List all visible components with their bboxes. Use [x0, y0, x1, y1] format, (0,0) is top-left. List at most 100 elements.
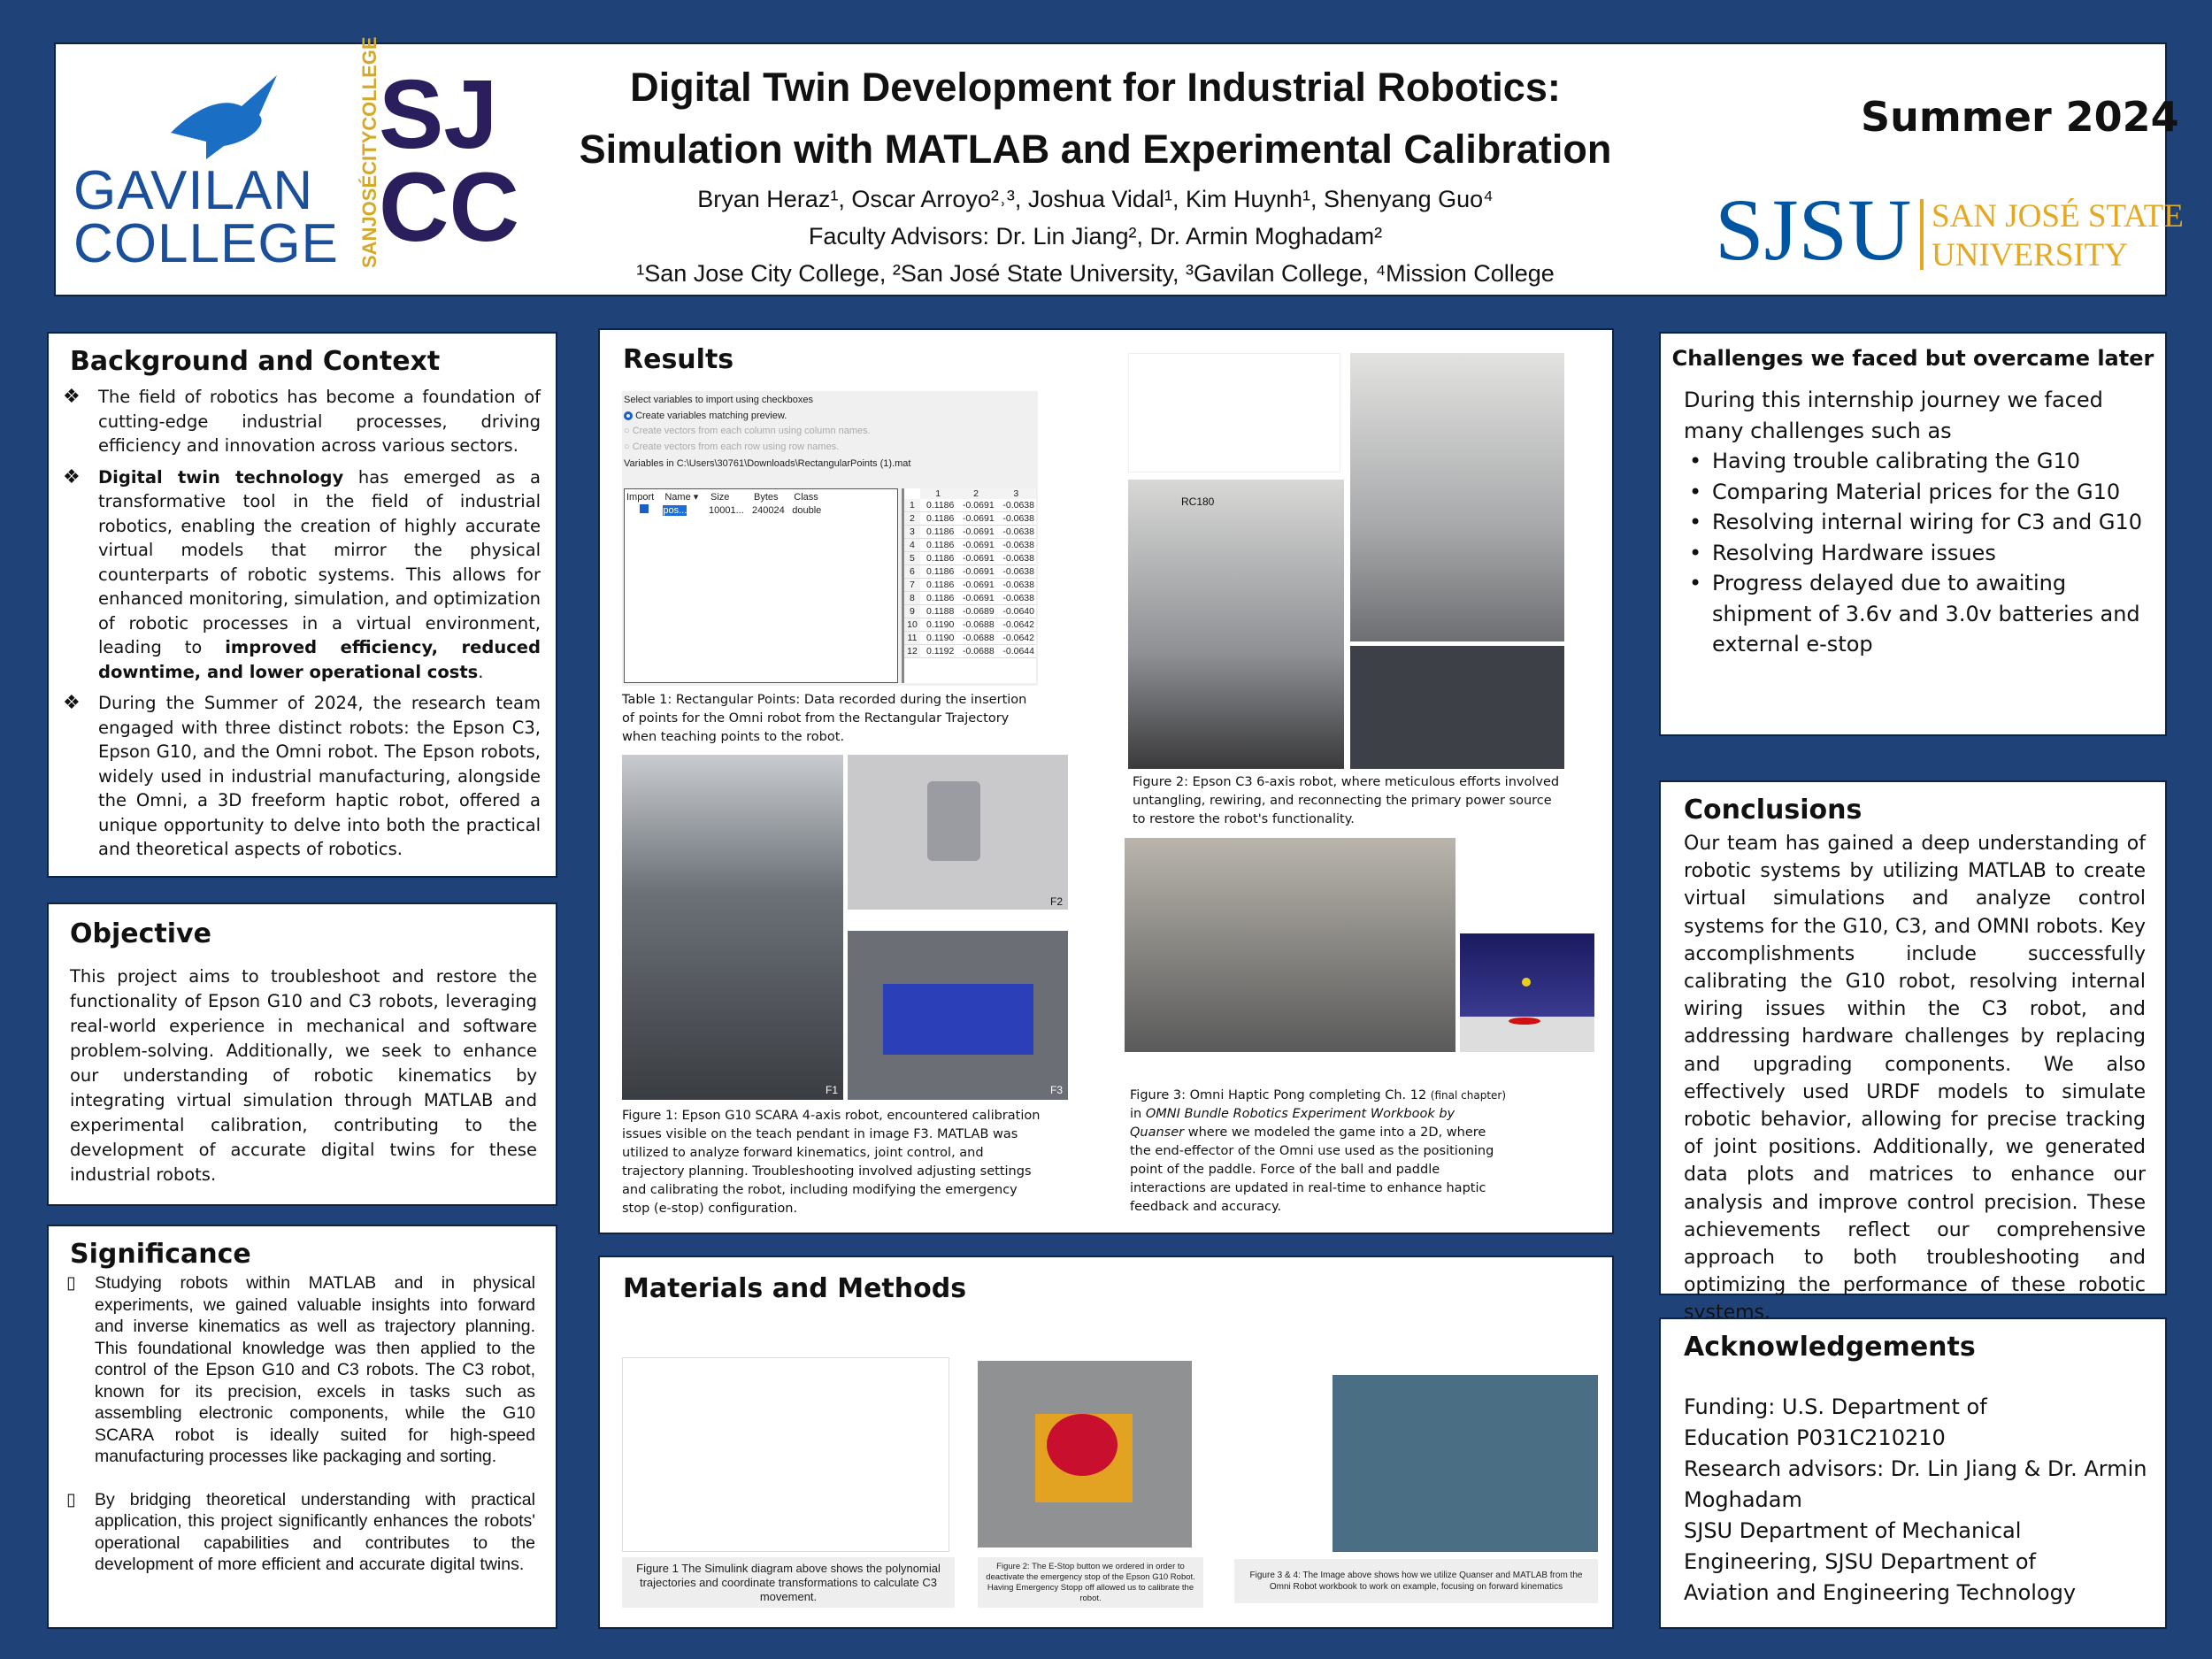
row-number: 10: [904, 618, 920, 632]
estop-photo: [978, 1361, 1192, 1548]
row-number: 12: [904, 644, 920, 658]
table-cell: -0.0638: [1002, 526, 1034, 537]
column-header[interactable]: Class: [794, 491, 818, 503]
table-cell: -0.0638: [1002, 566, 1034, 577]
row-number: 3: [904, 525, 920, 539]
challenge-item: Resolving Hardware issues: [1684, 538, 2153, 569]
rc180-controller-photo: RC180: [1128, 480, 1344, 769]
radio-option: ○ Create vectors from each row using row…: [624, 442, 840, 452]
wiring-photo: [1350, 646, 1564, 769]
significance-heading: Significance: [70, 1239, 251, 1270]
table-row: 5 0.1186 -0.0691 -0.0638: [904, 551, 1036, 565]
term-label: Summer 2024: [1861, 93, 2179, 141]
fig3-caption: Figure 3: Omni Haptic Pong completing Ch…: [1130, 1088, 1507, 1214]
objective-panel: Objective This project aims to troublesh…: [47, 902, 557, 1206]
table-cell: 0.1192: [926, 646, 955, 657]
grid-column-header: 2: [956, 488, 996, 499]
results-heading: Results: [623, 344, 734, 375]
row-number: 7: [904, 578, 920, 592]
conclusions-panel: Conclusions Our team has gained a deep u…: [1659, 780, 2167, 1324]
ack-line: Research advisors: Dr. Lin Jiang & Dr. A…: [1684, 1456, 2147, 1512]
background-point: Digital twin technology has emerged as a…: [63, 465, 541, 685]
bullet-icon: ▯: [66, 1273, 76, 1293]
radio-option: ○ Create vectors from each column using …: [624, 426, 871, 436]
table-cell: -0.0691: [963, 540, 995, 550]
header-banner: GAVILAN COLLEGE SANJOSÉCITYCOLLEGE SJ CC…: [54, 36, 2184, 296]
significance-panel: Significance ▯ Studying robots within MAT…: [47, 1225, 557, 1629]
table-cell: 0.1186: [926, 553, 955, 564]
fig2-caption: Figure 2: Epson C3 6-axis robot, where m…: [1133, 775, 1560, 826]
challenges-panel: Challenges we faced but overcame later D…: [1659, 332, 2167, 736]
table-cell: -0.0691: [963, 500, 995, 511]
table-cell: 0.1186: [926, 540, 955, 550]
poster-title: Digital Twin Development for Industrial …: [630, 65, 1561, 110]
table-cell: -0.0640: [1002, 606, 1034, 617]
bullet-icon: ▯: [66, 1489, 76, 1509]
dove-icon: [171, 75, 277, 159]
table-row: 4 0.1186 -0.0691 -0.0638: [904, 538, 1036, 552]
gavilan-logo: GAVILAN COLLEGE: [73, 71, 338, 274]
conclusions-text: Our team has gained a deep understanding…: [1684, 833, 2146, 1325]
simulink-diagram: [622, 1357, 949, 1552]
ack-line: Funding: U.S. Department of Education P0…: [1684, 1394, 1987, 1450]
table-cell: 0.1186: [926, 580, 955, 590]
table1-caption: Table 1: Rectangular Points: Data record…: [622, 693, 1027, 744]
acknowledgements-heading: Acknowledgements: [1684, 1332, 1976, 1363]
table-cell: 0.1188: [926, 606, 955, 617]
column-header[interactable]: Bytes: [754, 491, 779, 503]
challenge-item: Resolving internal wiring for C3 and G10: [1684, 507, 2153, 538]
authors: Bryan Heraz¹, Oscar Arroyo²˒³, Joshua Vi…: [697, 186, 1494, 212]
variables-table: Import Name ▾ Size Bytes Class pos... 10001..…: [625, 489, 828, 516]
sjsu-logo: SJSU SAN JOSÉ STATE UNIVERSITY: [1715, 180, 2184, 279]
table-cell: -0.0638: [1002, 540, 1034, 550]
table-row: 1 0.1186 -0.0691 -0.0638: [904, 499, 1036, 512]
row-number: 2: [904, 511, 920, 526]
materials-cap3: Figure 3 & 4: The Image above shows how …: [1234, 1559, 1598, 1603]
row-number: 5: [904, 551, 920, 565]
challenge-item: Progress delayed due to awaiting shipmen…: [1684, 568, 2153, 660]
table-row: 6 0.1186 -0.0691 -0.0638: [904, 565, 1036, 579]
c3-robot-photo: [1350, 353, 1564, 641]
table-cell: 0.1186: [926, 593, 955, 603]
objective-text: This project aims to troubleshoot and re…: [70, 966, 537, 1185]
radio-option: Create variables matching preview.: [622, 409, 1038, 423]
background-panel: Background and Context The field of robo…: [47, 332, 557, 878]
table-cell: -0.0642: [1002, 633, 1034, 643]
table-row: 12 0.1192 -0.0688 -0.0644: [904, 644, 1036, 658]
table-cell: 0.1186: [926, 500, 955, 511]
column-header[interactable]: Import: [626, 491, 655, 503]
table-cell: -0.0638: [1002, 580, 1034, 590]
table-cell: -0.0691: [963, 566, 995, 577]
materials-cap2: Figure 2: The E-Stop button we ordered i…: [978, 1557, 1203, 1608]
column-header[interactable]: Size: [710, 491, 730, 503]
row-number: 1: [904, 499, 920, 512]
table-cell: -0.0638: [1002, 513, 1034, 524]
grid-column-header: 1: [919, 488, 956, 499]
table-cell: 0.1186: [926, 513, 955, 524]
table-row: 2 0.1186 -0.0691 -0.0638: [904, 511, 1036, 526]
challenge-item: Having trouble calibrating the G10: [1684, 446, 2153, 477]
table-cell: -0.0691: [963, 593, 995, 603]
materials-heading: Materials and Methods: [623, 1273, 967, 1304]
table-row: 7 0.1186 -0.0691 -0.0638: [904, 578, 1036, 592]
table-cell: -0.0688: [963, 619, 995, 630]
challenges-intro: During this internship journey we faced …: [1684, 388, 2103, 443]
table-cell: 0.1186: [926, 526, 955, 537]
table-cell: -0.0638: [1002, 500, 1034, 511]
table-cell: -0.0691: [963, 526, 995, 537]
materials-cap1: Figure 1 The Simulink diagram above show…: [622, 1557, 955, 1608]
table-cell: -0.0638: [1002, 593, 1034, 603]
table-cell: -0.0691: [963, 553, 995, 564]
row-number: 4: [904, 538, 920, 552]
background-point: The field of robotics has become a found…: [63, 385, 541, 458]
table-cell: -0.0638: [1002, 553, 1034, 564]
advisors: Faculty Advisors: Dr. Lin Jiang², Dr. Ar…: [808, 223, 1383, 250]
column-header[interactable]: Name ▾: [664, 492, 699, 503]
table-row: 11 0.1190 -0.0688 -0.0642: [904, 631, 1036, 645]
table-cell: -0.0691: [963, 580, 995, 590]
table-row: 3 0.1186 -0.0691 -0.0638: [904, 525, 1036, 539]
data-grid: 1 2 3 1 0.1186 -0.0691 -0.0638 2 0.1186 -0.0691 -0…: [904, 488, 1036, 658]
challenge-item: Comparing Material prices for the G10: [1684, 477, 2153, 508]
row-number: 9: [904, 604, 920, 618]
table-cell: -0.0688: [963, 646, 995, 657]
